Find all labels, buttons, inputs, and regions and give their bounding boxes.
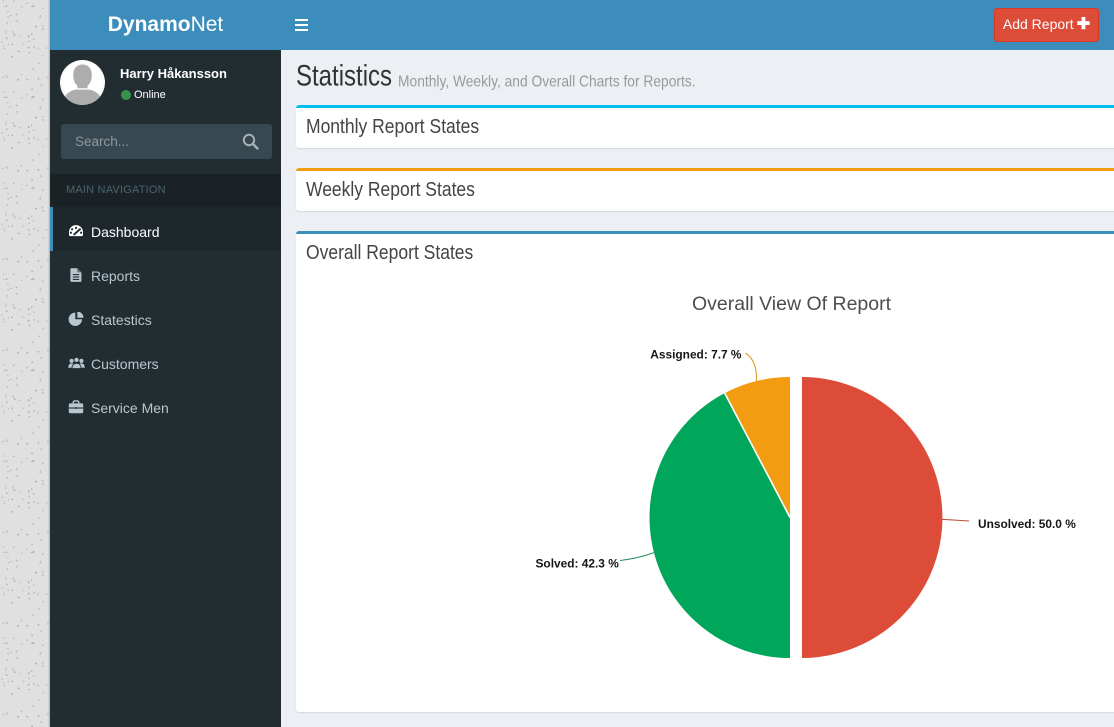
svg-text:Overall View Of Report: Overall View Of Report (692, 293, 892, 315)
svg-text:Unsolved: 50.0 %: Unsolved: 50.0 % (978, 517, 1076, 531)
svg-text:Assigned: 7.7 %: Assigned: 7.7 % (650, 348, 742, 362)
svg-text:Solved: 42.3 %: Solved: 42.3 % (536, 557, 620, 571)
